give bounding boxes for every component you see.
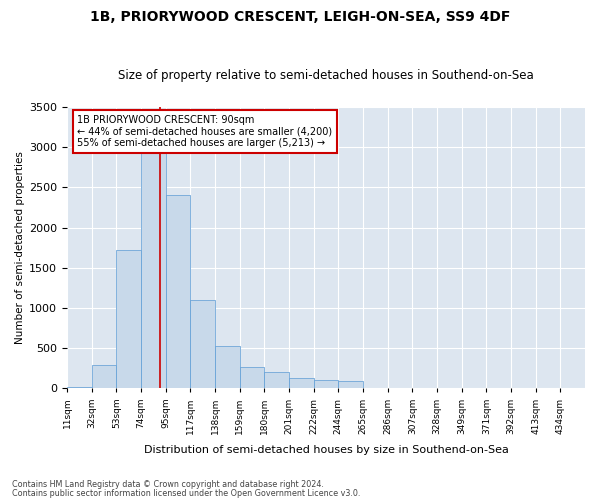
- Bar: [67, 387, 92, 388]
- Text: 1B, PRIORYWOOD CRESCENT, LEIGH-ON-SEA, SS9 4DF: 1B, PRIORYWOOD CRESCENT, LEIGH-ON-SEA, S…: [90, 10, 510, 24]
- Bar: [239, 367, 265, 388]
- Bar: [116, 250, 141, 388]
- Bar: [289, 378, 314, 388]
- Title: Size of property relative to semi-detached houses in Southend-on-Sea: Size of property relative to semi-detach…: [118, 69, 534, 82]
- Bar: [215, 346, 239, 389]
- Y-axis label: Number of semi-detached properties: Number of semi-detached properties: [15, 151, 25, 344]
- Bar: [338, 381, 363, 388]
- X-axis label: Distribution of semi-detached houses by size in Southend-on-Sea: Distribution of semi-detached houses by …: [143, 445, 508, 455]
- Text: Contains public sector information licensed under the Open Government Licence v3: Contains public sector information licen…: [12, 488, 361, 498]
- Bar: [314, 380, 338, 388]
- Text: 1B PRIORYWOOD CRESCENT: 90sqm
← 44% of semi-detached houses are smaller (4,200)
: 1B PRIORYWOOD CRESCENT: 90sqm ← 44% of s…: [77, 115, 332, 148]
- Text: Contains HM Land Registry data © Crown copyright and database right 2024.: Contains HM Land Registry data © Crown c…: [12, 480, 324, 489]
- Bar: [190, 300, 215, 388]
- Bar: [92, 364, 116, 388]
- Bar: [265, 372, 289, 388]
- Bar: [166, 196, 190, 388]
- Bar: [141, 127, 166, 388]
